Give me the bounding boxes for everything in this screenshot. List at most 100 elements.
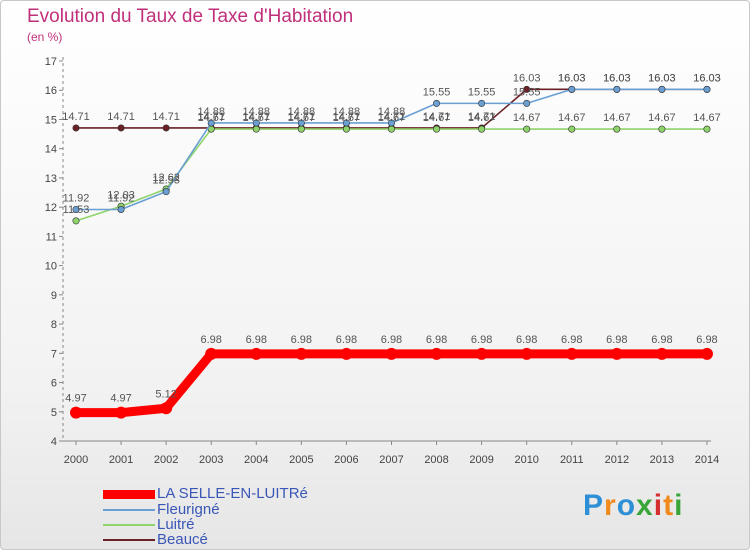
data-point <box>117 205 125 213</box>
data-point <box>387 125 395 133</box>
data-label: 14.71 <box>333 111 361 123</box>
data-label: 16.03 <box>558 72 586 84</box>
data-label: 12.03 <box>107 189 135 201</box>
data-point <box>160 402 173 415</box>
data-label: 14.67 <box>243 112 271 124</box>
data-label: 16.03 <box>558 72 586 84</box>
data-label: 14.71 <box>378 111 406 123</box>
data-label: 16.03 <box>648 72 676 84</box>
y-tick-label: 11 <box>46 231 57 243</box>
data-label: 14.71 <box>197 111 225 123</box>
data-label: 6.98 <box>426 334 447 346</box>
data-label: 6.98 <box>606 334 627 346</box>
data-label: 6.98 <box>696 334 717 346</box>
x-tick-label: 2002 <box>154 454 178 466</box>
data-label: 14.88 <box>333 106 361 118</box>
data-label: 14.67 <box>197 112 225 124</box>
x-tick-label: 2008 <box>424 454 448 466</box>
data-label: 16.03 <box>693 72 721 84</box>
x-tick-label: 2009 <box>469 454 493 466</box>
data-point <box>252 119 260 127</box>
data-label: 14.88 <box>288 106 316 118</box>
chart-axes: 4 5 6 7 8 9 10 11 12 13 14 15 16 17 2000 2001 2002 2003 20… <box>45 56 719 466</box>
data-label: 14.88 <box>378 106 406 118</box>
y-tick-label: 16 <box>45 85 57 97</box>
y-tick-label: 5 <box>51 407 57 419</box>
data-label: 14.67 <box>378 112 406 124</box>
legend-swatch <box>103 489 155 499</box>
x-tick-label: 2010 <box>514 454 538 466</box>
data-label: 16.03 <box>648 72 676 84</box>
data-label: 16.03 <box>693 72 721 84</box>
logo-letter: r <box>604 489 617 522</box>
data-point <box>72 124 80 132</box>
legend-label: Fleurigné <box>157 501 220 518</box>
data-label: 6.98 <box>291 334 312 346</box>
data-label: 14.71 <box>152 111 180 123</box>
data-point <box>342 125 350 133</box>
data-label: 11.92 <box>63 192 90 204</box>
data-label: 16.03 <box>603 72 631 84</box>
data-label: 14.71 <box>243 111 271 123</box>
data-label: 14.67 <box>558 112 586 124</box>
series-fleurign <box>72 85 711 213</box>
logo-letter: P <box>583 489 605 522</box>
data-point <box>387 119 395 127</box>
data-label: 14.67 <box>288 112 316 124</box>
data-label: 14.88 <box>197 106 225 118</box>
data-label: 6.98 <box>381 334 402 346</box>
data-label: 14.67 <box>513 112 541 124</box>
data-label: 11.53 <box>63 204 90 216</box>
x-tick-label: 2013 <box>650 454 674 466</box>
data-point <box>613 85 621 93</box>
data-point <box>205 347 218 360</box>
data-label: 16.03 <box>603 72 631 84</box>
data-point <box>252 125 260 133</box>
data-point <box>162 188 170 196</box>
data-point <box>342 119 350 127</box>
data-point <box>117 124 125 132</box>
data-point <box>655 347 668 360</box>
y-tick-label: 15 <box>45 114 57 126</box>
data-label: 15.55 <box>513 86 541 98</box>
legend-swatch <box>103 509 155 511</box>
legend-label: Luitré <box>157 516 195 533</box>
data-point <box>115 406 128 419</box>
data-point <box>72 205 80 213</box>
data-point <box>658 125 666 133</box>
data-label: 4.97 <box>65 393 86 405</box>
data-label: 6.98 <box>516 334 537 346</box>
data-label: 12.53 <box>152 175 180 187</box>
data-label: 14.71 <box>62 111 90 123</box>
data-label: 14.71 <box>288 111 316 123</box>
data-point <box>295 347 308 360</box>
data-label: 6.98 <box>200 334 221 346</box>
x-tick-label: 2000 <box>64 454 88 466</box>
data-point <box>703 125 711 133</box>
logo-letter: t <box>663 489 675 522</box>
data-label: 14.67 <box>333 112 361 124</box>
data-label: 5.12 <box>155 388 176 400</box>
logo-letter: i <box>674 489 684 522</box>
x-tick-label: 2003 <box>199 454 223 466</box>
data-point <box>475 347 488 360</box>
x-tick-label: 2001 <box>109 454 133 466</box>
data-label: 15.55 <box>468 86 496 98</box>
x-tick-label: 2012 <box>605 454 629 466</box>
data-point <box>250 347 263 360</box>
data-label: 15.55 <box>423 86 451 98</box>
data-point <box>658 85 666 93</box>
y-tick-label: 10 <box>45 261 57 273</box>
data-point <box>478 99 486 107</box>
series-line <box>76 349 707 418</box>
x-tick-label: 2004 <box>244 454 268 466</box>
data-point <box>703 85 711 93</box>
proxiti-logo: Proxiti <box>583 489 683 523</box>
data-point <box>297 125 305 133</box>
data-label: 6.98 <box>651 334 672 346</box>
data-label: 14.71 <box>423 111 451 123</box>
data-point <box>523 85 531 93</box>
logo-letter: i <box>653 489 664 522</box>
